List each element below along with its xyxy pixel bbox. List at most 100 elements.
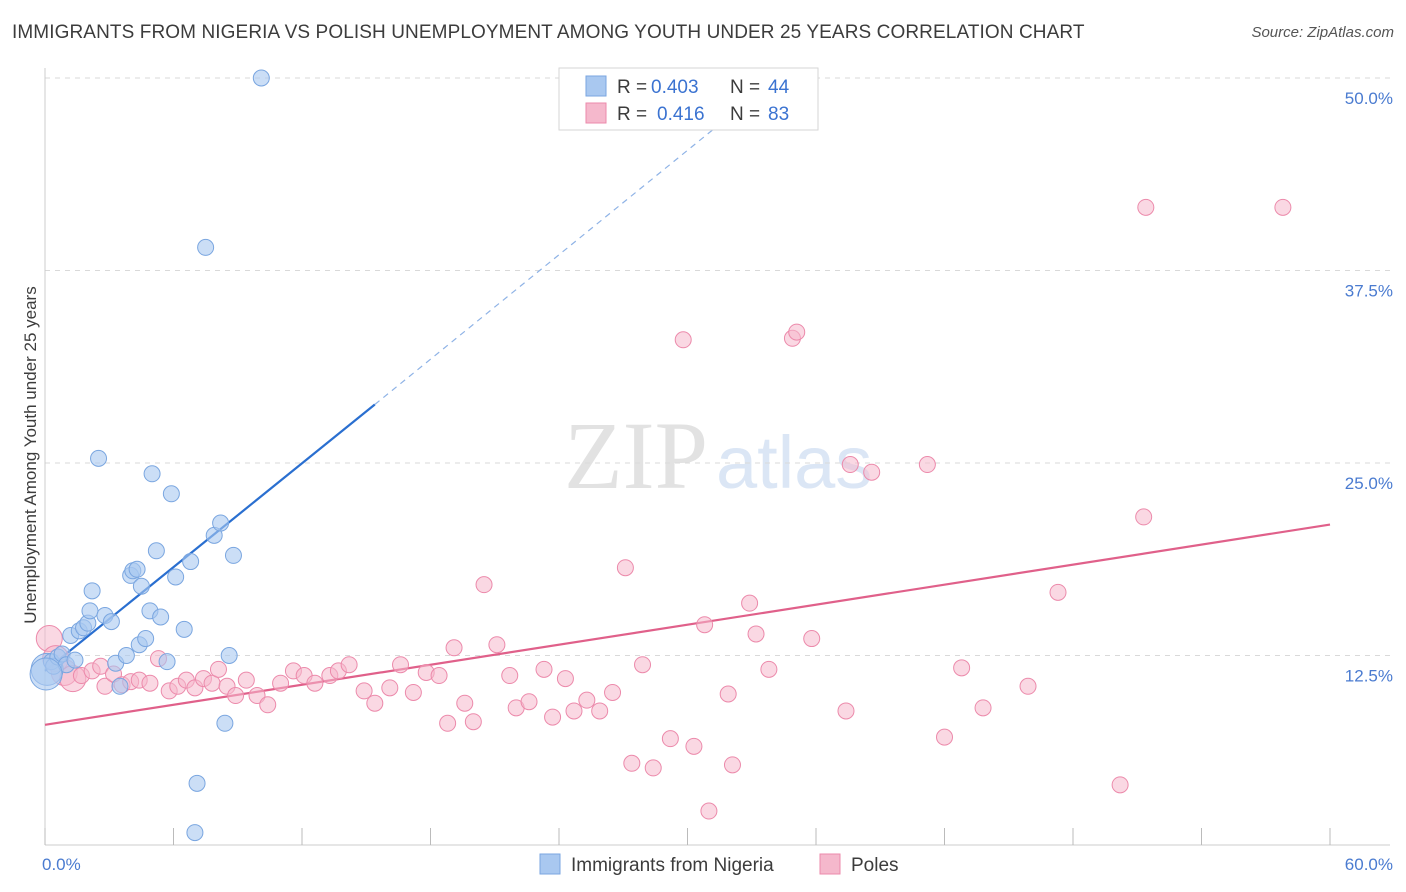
- y-tick-label: 12.5%: [1345, 667, 1393, 686]
- point-poles: [565, 702, 583, 720]
- point-nigeria: [66, 651, 84, 669]
- point-poles: [788, 323, 806, 341]
- point-nigeria: [29, 657, 63, 691]
- point-poles: [544, 708, 562, 726]
- point-nigeria: [212, 514, 230, 532]
- point-poles: [520, 693, 538, 711]
- point-nigeria: [81, 602, 99, 620]
- point-poles: [696, 616, 714, 634]
- point-poles: [404, 683, 422, 701]
- bottom-legend-swatch-nigeria: [539, 853, 561, 875]
- point-poles: [366, 694, 384, 712]
- point-poles: [719, 685, 737, 703]
- point-poles: [1274, 198, 1292, 216]
- point-poles: [974, 699, 992, 717]
- legend-r-label-2: R =: [617, 104, 647, 125]
- point-poles: [209, 660, 227, 678]
- point-nigeria: [186, 824, 204, 842]
- bottom-legend: Immigrants from Nigeria Poles: [539, 853, 899, 876]
- point-poles: [685, 737, 703, 755]
- bottom-legend-label-poles: Poles: [851, 855, 899, 876]
- point-nigeria: [252, 69, 270, 87]
- bottom-legend-swatch-poles: [819, 853, 841, 875]
- point-poles: [936, 728, 953, 746]
- point-poles: [141, 674, 159, 692]
- point-nigeria: [147, 542, 165, 560]
- tick-labels: 12.5% 25.0% 37.5% 50.0% 0.0% 60.0%: [42, 89, 1393, 874]
- point-nigeria: [197, 238, 215, 256]
- point-poles: [700, 802, 718, 820]
- point-nigeria: [111, 677, 129, 695]
- point-nigeria: [167, 568, 185, 586]
- trend-line-nigeria-extended: [374, 123, 721, 405]
- point-poles: [445, 639, 463, 657]
- point-nigeria: [220, 647, 238, 664]
- legend-n-label-1: N =: [730, 77, 760, 98]
- legend-swatch-nigeria: [585, 75, 607, 97]
- point-poles: [644, 759, 662, 777]
- legend-n-value-1: 44: [768, 77, 790, 98]
- point-poles: [488, 636, 506, 654]
- chart-source: Source: ZipAtlas.com: [1251, 24, 1394, 41]
- point-nigeria: [188, 774, 206, 792]
- point-poles: [456, 694, 474, 712]
- point-nigeria: [102, 613, 120, 631]
- point-poles: [723, 756, 741, 774]
- x-tick-label-min: 0.0%: [42, 855, 81, 874]
- y-axis-label: Unemployment Among Youth under 25 years: [21, 286, 40, 623]
- point-nigeria: [117, 647, 135, 664]
- watermark-zip: ZIP: [564, 402, 708, 509]
- bottom-legend-label-nigeria: Immigrants from Nigeria: [571, 855, 774, 876]
- point-poles: [259, 696, 277, 714]
- y-tick-label: 50.0%: [1345, 89, 1393, 108]
- legend-r-label-1: R =: [617, 77, 647, 98]
- x-tick-label-max: 60.0%: [1345, 855, 1393, 874]
- point-nigeria: [137, 630, 155, 648]
- point-poles: [475, 576, 493, 594]
- point-poles: [616, 559, 634, 577]
- point-poles: [863, 463, 881, 481]
- point-poles: [1111, 776, 1129, 794]
- point-poles: [556, 670, 574, 688]
- point-poles: [439, 714, 457, 732]
- point-poles: [741, 594, 759, 612]
- point-nigeria: [90, 449, 108, 467]
- point-poles: [1137, 198, 1155, 216]
- grid-lines: [45, 77, 1390, 656]
- point-poles: [1135, 508, 1153, 526]
- point-nigeria: [182, 553, 200, 571]
- point-nigeria: [83, 582, 101, 600]
- point-poles: [1019, 677, 1037, 695]
- point-poles: [272, 674, 290, 692]
- point-nigeria: [175, 620, 193, 638]
- point-poles: [591, 702, 609, 720]
- point-poles: [841, 456, 859, 474]
- point-nigeria: [224, 546, 242, 564]
- point-poles: [306, 674, 324, 692]
- point-poles: [355, 682, 373, 700]
- point-poles: [430, 667, 448, 685]
- point-nigeria: [152, 608, 170, 626]
- point-poles: [392, 656, 410, 674]
- legend-swatch-poles: [585, 102, 607, 124]
- point-poles: [1049, 583, 1067, 601]
- point-nigeria: [143, 465, 161, 483]
- data-points: [29, 69, 1292, 842]
- legend-n-value-2: 83: [768, 104, 789, 125]
- point-poles: [803, 630, 821, 648]
- point-poles: [837, 702, 855, 720]
- point-nigeria: [128, 560, 146, 578]
- point-poles: [381, 679, 399, 697]
- axes: [44, 68, 1390, 846]
- point-poles: [501, 667, 519, 685]
- chart-title: IMMIGRANTS FROM NIGERIA VS POLISH UNEMPL…: [12, 22, 1085, 43]
- point-poles: [340, 656, 358, 674]
- point-poles: [578, 691, 596, 709]
- point-nigeria: [132, 577, 150, 595]
- point-poles: [248, 687, 266, 705]
- point-poles: [464, 713, 482, 731]
- point-poles: [661, 730, 679, 748]
- point-poles: [227, 687, 245, 705]
- point-nigeria: [216, 714, 234, 732]
